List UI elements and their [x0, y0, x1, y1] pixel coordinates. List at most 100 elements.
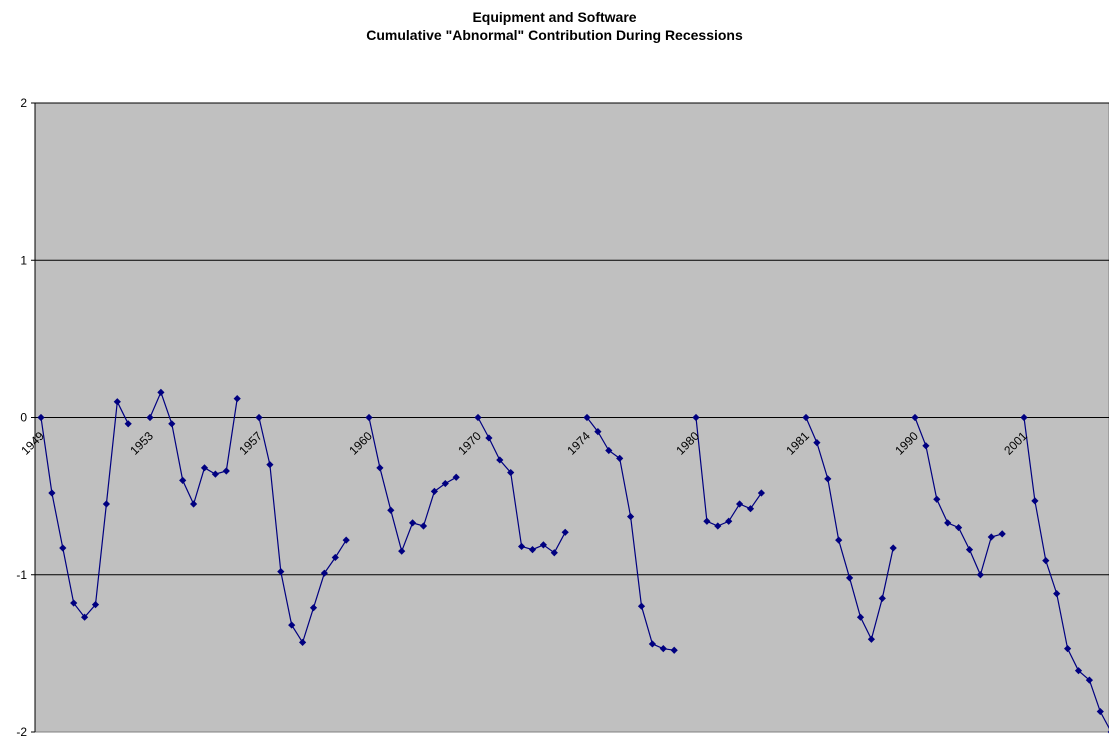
data-point	[179, 476, 187, 484]
chart-title: Equipment and Software	[472, 9, 637, 25]
data-point	[802, 413, 810, 422]
data-point	[583, 413, 591, 422]
data-point	[813, 439, 821, 447]
data-point	[922, 442, 930, 450]
data-point	[670, 646, 678, 654]
data-point	[605, 446, 613, 455]
data-point	[102, 500, 110, 508]
data-point	[911, 413, 919, 422]
data-point	[255, 413, 263, 422]
y-tick-label: -1	[16, 568, 27, 582]
data-point	[430, 487, 438, 496]
data-point	[211, 470, 219, 478]
data-point	[1074, 667, 1083, 675]
data-point	[987, 533, 995, 541]
data-point	[1096, 707, 1104, 716]
data-point	[1085, 676, 1093, 684]
data-point	[594, 428, 602, 436]
series-1970	[474, 413, 569, 557]
data-point	[474, 413, 482, 422]
data-point	[725, 517, 733, 525]
data-point	[736, 500, 744, 508]
data-point	[518, 542, 526, 551]
data-point	[342, 536, 350, 544]
series-layer	[37, 388, 1109, 734]
data-point	[485, 434, 493, 442]
data-point	[1042, 556, 1050, 565]
series-1953	[146, 388, 241, 508]
data-point	[222, 467, 230, 475]
data-point	[616, 454, 624, 462]
chart-title-block: Equipment and Software Cumulative "Abnor…	[0, 8, 1109, 44]
y-tick-label: 0	[20, 411, 27, 425]
data-point	[288, 621, 296, 629]
y-tick-label: -2	[16, 725, 27, 739]
data-point	[200, 464, 209, 472]
data-point	[113, 398, 121, 406]
data-point	[409, 519, 417, 527]
data-point	[856, 613, 865, 621]
data-point	[627, 512, 635, 521]
data-point	[1064, 645, 1072, 653]
data-point	[944, 519, 952, 527]
data-point	[998, 530, 1006, 538]
data-point	[124, 420, 132, 428]
data-point	[331, 553, 339, 562]
data-point	[1053, 590, 1061, 598]
data-point	[91, 601, 100, 609]
data-point	[528, 545, 537, 554]
data-point	[376, 464, 384, 472]
series-1981	[802, 413, 897, 643]
data-point	[1020, 413, 1028, 422]
data-point	[496, 456, 504, 464]
data-point	[746, 505, 755, 513]
data-point	[889, 544, 897, 552]
data-point	[846, 574, 854, 582]
data-point	[59, 544, 67, 552]
data-point	[976, 571, 984, 579]
data-point	[933, 495, 941, 503]
data-point	[146, 413, 154, 422]
data-point	[320, 569, 328, 577]
data-point	[233, 395, 241, 403]
data-point	[965, 545, 974, 554]
series-1980	[692, 413, 765, 530]
chart-subtitle: Cumulative "Abnormal" Contribution Durin…	[366, 27, 743, 43]
data-point	[507, 468, 515, 477]
data-point	[703, 517, 711, 525]
data-point	[539, 541, 547, 549]
data-point	[365, 413, 373, 422]
data-point	[835, 536, 843, 544]
data-point	[692, 413, 700, 422]
data-point	[637, 602, 646, 610]
series-2001	[1020, 413, 1109, 734]
data-point	[387, 506, 395, 514]
series-1957	[255, 413, 350, 646]
data-point	[266, 461, 274, 469]
data-point	[648, 640, 656, 648]
series-1960	[365, 413, 460, 555]
data-point	[561, 528, 569, 536]
data-point	[757, 489, 765, 497]
y-axis-ticks: 2 1 0 -1 -2	[16, 96, 35, 739]
series-1949	[37, 398, 132, 621]
data-point	[659, 645, 667, 653]
data-point	[157, 388, 165, 396]
data-point	[452, 473, 460, 481]
data-point	[48, 489, 56, 497]
grid-lines	[35, 102, 1109, 576]
data-point	[398, 547, 406, 555]
data-point	[70, 599, 78, 607]
data-point	[867, 635, 875, 643]
data-point	[714, 522, 722, 530]
data-point	[955, 523, 963, 532]
y-tick-label: 1	[20, 253, 27, 267]
data-point	[824, 475, 832, 483]
data-point	[419, 522, 428, 530]
data-point	[81, 613, 89, 621]
data-point	[299, 638, 307, 646]
data-point	[277, 568, 285, 576]
data-point	[190, 500, 198, 508]
series-1990	[911, 413, 1006, 579]
data-point	[1031, 497, 1039, 505]
